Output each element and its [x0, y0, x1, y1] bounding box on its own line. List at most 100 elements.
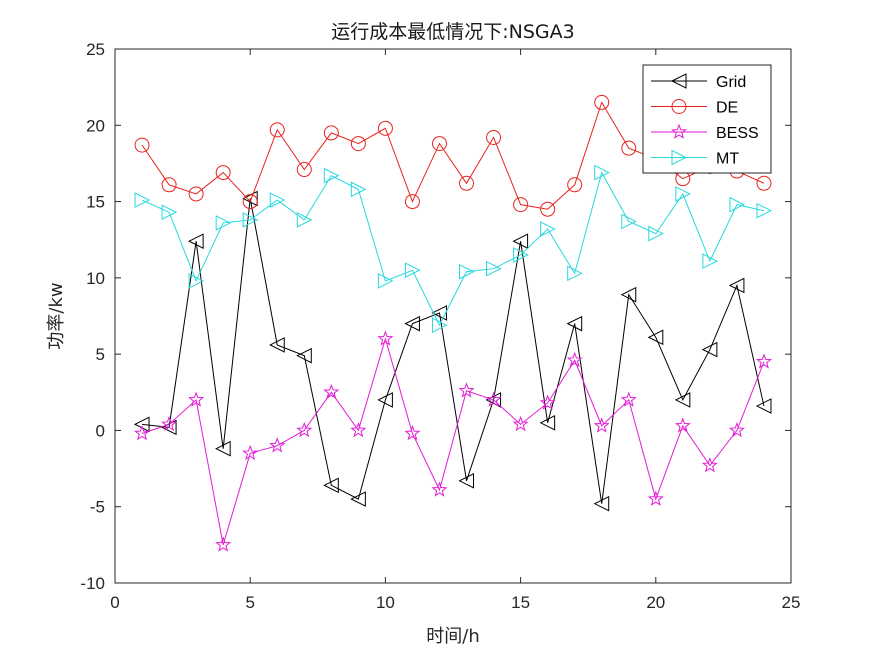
- data-point-de: [188, 186, 204, 202]
- data-point-mt: [296, 212, 313, 228]
- data-point-grid: [593, 495, 610, 512]
- legend-marker-bess: [670, 123, 688, 139]
- x-tick-label: 10: [376, 593, 395, 612]
- data-point-mt: [215, 215, 232, 231]
- data-point-de: [756, 175, 772, 191]
- legend-label-grid: Grid: [716, 74, 746, 91]
- data-point-bess: [350, 422, 367, 438]
- series-line-bess: [141, 337, 765, 546]
- legend-marker-de: [671, 99, 687, 114]
- data-point-bess: [188, 391, 205, 407]
- data-point-mt: [242, 212, 259, 228]
- data-point-bess: [431, 481, 448, 497]
- legend-box: [642, 64, 772, 174]
- y-tick-label: -10: [80, 574, 105, 593]
- y-tick-label: 25: [86, 40, 105, 59]
- data-point-bess: [512, 415, 529, 432]
- x-tick-label: 5: [245, 593, 254, 612]
- data-point-grid: [674, 392, 691, 408]
- data-point-bess: [269, 437, 286, 453]
- legend-label-mt: MT: [716, 151, 739, 168]
- data-point-bess: [323, 383, 340, 400]
- data-point-de: [215, 165, 231, 181]
- data-point-bess: [377, 330, 394, 346]
- data-point-grid: [701, 341, 718, 358]
- y-tick-label: -5: [90, 498, 105, 517]
- y-tick-label: 20: [86, 116, 105, 135]
- data-point-mt: [621, 213, 637, 230]
- y-tick-label: 15: [86, 193, 105, 212]
- data-point-grid: [620, 286, 637, 303]
- data-point-mt: [567, 265, 583, 282]
- data-point-de: [486, 129, 502, 145]
- data-point-bess: [134, 425, 151, 441]
- data-point-mt: [594, 164, 610, 181]
- data-point-grid: [377, 392, 393, 408]
- legend-label-de: DE: [716, 100, 738, 117]
- data-point-mt: [729, 196, 746, 213]
- data-point-bess: [485, 391, 502, 407]
- x-tick-label: 0: [110, 593, 119, 612]
- data-point-grid: [512, 233, 529, 250]
- data-point-de: [404, 194, 420, 210]
- data-point-de: [540, 201, 556, 217]
- data-point-de: [513, 197, 529, 213]
- x-tick-labels: 0 5 10 15 20 25: [110, 593, 800, 612]
- legend: Grid DE BESS MT: [642, 64, 772, 174]
- data-point-mt: [675, 186, 691, 202]
- data-point-grid: [566, 315, 583, 332]
- data-point-mt: [161, 204, 178, 221]
- data-point-mt: [459, 263, 475, 280]
- series-line-mt: [141, 171, 765, 327]
- data-point-bess: [620, 391, 637, 407]
- data-point-grid: [404, 315, 420, 332]
- data-point-bess: [701, 457, 718, 473]
- data-point-grid: [647, 329, 664, 346]
- data-point-bess: [674, 417, 691, 433]
- series-line-grid: [141, 198, 765, 504]
- data-point-mt: [188, 273, 205, 289]
- data-point-bess: [728, 422, 745, 438]
- data-point-de: [567, 177, 583, 193]
- y-tick-labels: -10 -5 0 5 10 15 20 25: [80, 40, 105, 593]
- data-point-mt: [486, 260, 502, 277]
- data-point-grid: [431, 305, 447, 321]
- data-point-mt: [648, 225, 664, 242]
- data-point-bess: [539, 394, 556, 410]
- data-point-mt: [134, 192, 151, 208]
- data-point-bess: [566, 351, 583, 368]
- data-point-grid: [215, 440, 231, 457]
- legend-item-de: DE: [651, 99, 738, 117]
- legend-marker-grid: [670, 73, 687, 89]
- data-point-de: [134, 137, 150, 153]
- y-tick-label: 5: [96, 345, 105, 364]
- data-point-mt: [431, 317, 448, 333]
- data-point-bess: [458, 382, 475, 398]
- data-point-grid: [539, 414, 556, 431]
- data-point-grid: [458, 472, 475, 489]
- axis-ticks: [114, 48, 792, 584]
- data-point-bess: [242, 444, 259, 461]
- data-point-de: [431, 136, 447, 152]
- data-point-bess: [593, 417, 610, 433]
- legend-marker-mt: [671, 149, 688, 166]
- data-point-bess: [404, 425, 421, 441]
- data-point-grid: [350, 491, 366, 507]
- series-bess: [134, 330, 772, 552]
- data-point-bess: [161, 415, 178, 432]
- data-point-de: [296, 162, 312, 178]
- data-point-grid: [269, 337, 285, 353]
- data-point-mt: [702, 253, 718, 269]
- data-point-de: [377, 120, 393, 136]
- data-point-mt: [269, 192, 286, 208]
- x-axis-title: 时间/h: [426, 626, 479, 647]
- chart-title: 运行成本最低情况下:NSGA3: [331, 21, 575, 43]
- data-point-mt: [540, 221, 556, 237]
- data-point-bess: [215, 536, 232, 552]
- data-point-de: [242, 194, 258, 210]
- x-tick-label: 20: [646, 593, 665, 612]
- data-point-de: [323, 125, 339, 141]
- data-point-de: [621, 140, 637, 156]
- data-point-mt: [377, 273, 394, 289]
